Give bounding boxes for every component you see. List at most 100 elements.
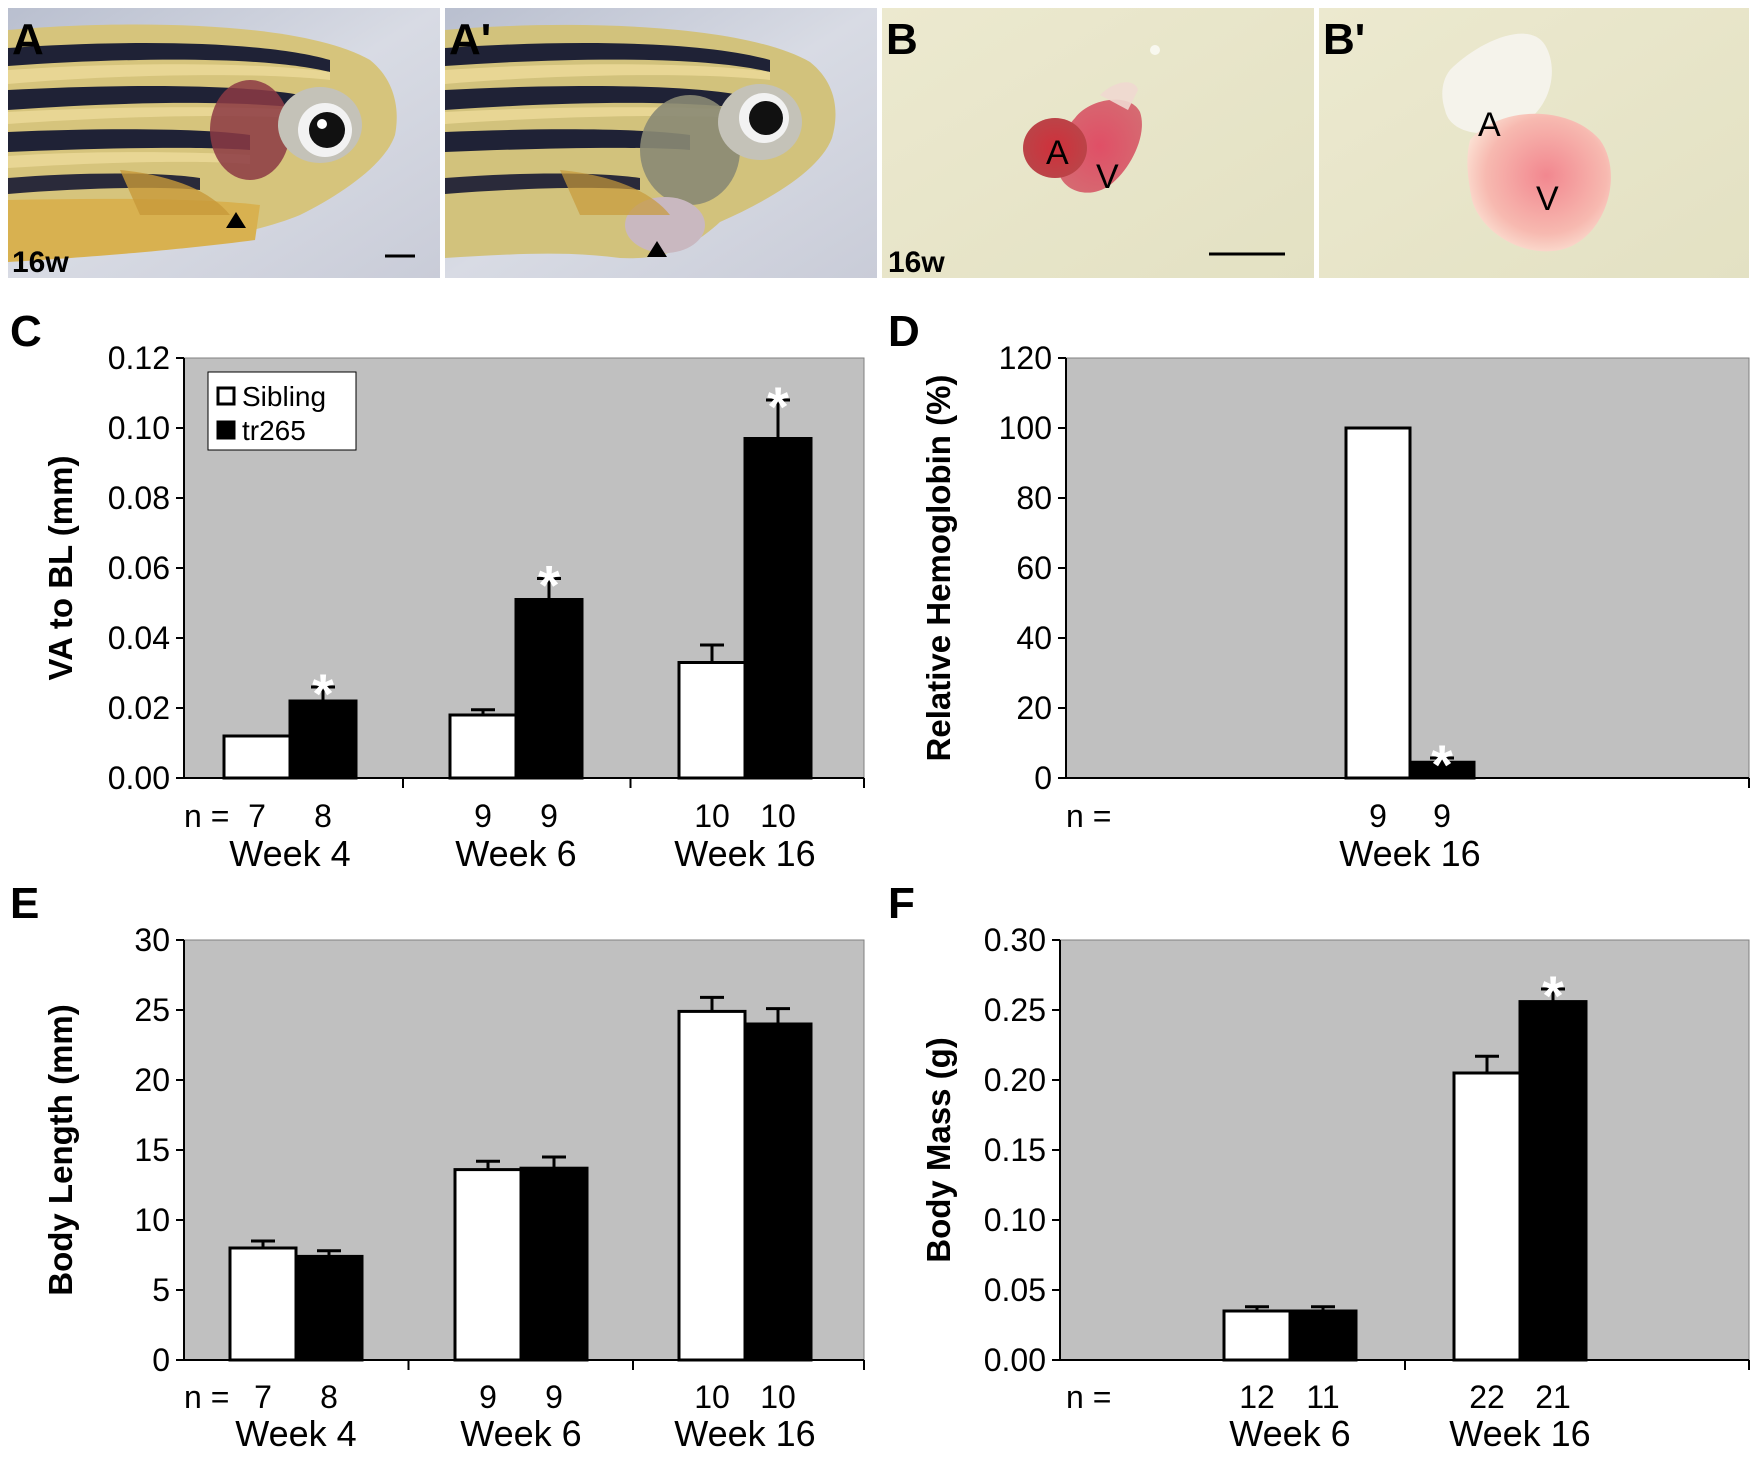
n-value-label: 9 [540, 798, 558, 834]
y-tick-label: 0.12 [108, 340, 170, 376]
n-value-label: 8 [320, 1379, 338, 1415]
x-category-label: Week 4 [229, 833, 350, 874]
panel-label-d: D [888, 307, 920, 356]
y-axis-label: Body Mass (g) [920, 1037, 957, 1263]
panel-label-e: E [10, 879, 39, 928]
fish-image-a-prime [445, 24, 836, 259]
bar-tr265 [1288, 1309, 1358, 1362]
panel-label-b-prime: B' [1323, 15, 1365, 64]
y-tick-label: 0.00 [108, 760, 170, 796]
bar-sibling [1452, 1071, 1522, 1362]
y-tick-label: 100 [999, 410, 1052, 446]
y-tick-label: 0.04 [108, 620, 170, 656]
legend-entry-label: tr265 [242, 415, 306, 446]
n-value-label: 12 [1239, 1379, 1275, 1415]
n-value-label: 9 [1433, 798, 1451, 834]
bar-tr265 [743, 1022, 813, 1362]
bar-sibling [1344, 426, 1412, 780]
x-category-label: Week 6 [460, 1413, 581, 1453]
n-prefix-label: n = [184, 798, 229, 834]
y-tick-label: 0.25 [984, 992, 1046, 1028]
y-tick-label: 10 [134, 1202, 170, 1238]
y-tick-label: 0.06 [108, 550, 170, 586]
x-category-label: Week 4 [235, 1413, 356, 1453]
y-tick-label: 0.10 [108, 410, 170, 446]
bar-tr265 [294, 1254, 364, 1362]
y-tick-label: 20 [134, 1062, 170, 1098]
y-tick-label: 0.02 [108, 690, 170, 726]
n-prefix-label: n = [184, 1379, 229, 1415]
x-category-label: Week 16 [674, 833, 815, 874]
bar-sibling [222, 734, 292, 780]
bar-tr265 [514, 598, 584, 780]
n-value-label: 9 [545, 1379, 563, 1415]
significance-star: * [538, 554, 560, 617]
chart-panel-c: C 0.00 0.02 0.04 0.06 0.08 0.10 0.12 VA to BL (m… [10, 307, 865, 874]
n-value-label: 10 [760, 1379, 796, 1415]
n-value-label: 8 [314, 798, 332, 834]
n-value-label: 10 [760, 798, 796, 834]
ventricle-label-b: V [1096, 158, 1119, 196]
x-category-label: Week 16 [674, 1413, 815, 1453]
arrowhead-marker-a-prime [647, 241, 667, 257]
n-prefix-label: n = [1066, 798, 1111, 834]
y-tick-label: 0 [152, 1342, 170, 1378]
bar-sibling [448, 713, 518, 780]
legend-swatch-sibling [216, 386, 236, 406]
bar-sibling [453, 1168, 523, 1362]
photo-panel-a-prime [445, 8, 877, 278]
x-category-label: Week 6 [455, 833, 576, 874]
y-tick-label: 15 [134, 1132, 170, 1168]
y-tick-label: 40 [1016, 620, 1052, 656]
n-value-label: 10 [694, 798, 730, 834]
n-value-label: 7 [248, 798, 266, 834]
bar-sibling [228, 1246, 298, 1362]
n-value-label: 11 [1306, 1379, 1339, 1415]
panel-label-b: B [886, 15, 918, 64]
photo-panel-b: A V [882, 8, 1314, 278]
week-label-a: 16w [12, 246, 69, 279]
significance-star: * [1542, 964, 1564, 1027]
ventricle-label-b-prime: V [1536, 180, 1559, 218]
fish-image-a [8, 24, 397, 262]
n-value-label: 21 [1535, 1379, 1571, 1415]
bar-sibling [677, 661, 747, 780]
y-tick-label: 25 [134, 992, 170, 1028]
n-prefix-label: n = [1066, 1379, 1111, 1415]
arrowhead-marker-a [226, 212, 246, 228]
x-category-label: Week 16 [1449, 1413, 1590, 1453]
panel-label-a-prime: A' [449, 15, 491, 64]
y-tick-label: 0.05 [984, 1272, 1046, 1308]
y-tick-label: 5 [152, 1272, 170, 1308]
x-category-label: Week 6 [1229, 1413, 1350, 1453]
y-tick-label: 0 [1034, 760, 1052, 796]
plot-area [1059, 939, 1750, 1361]
bar-tr265 [288, 699, 358, 780]
x-category-label: Week 16 [1339, 833, 1480, 874]
week-label-b: 16w [888, 246, 945, 279]
y-tick-label: 0.10 [984, 1202, 1046, 1238]
photo-panel-b-prime: A V [1319, 8, 1749, 278]
y-axis-label: Body Length (mm) [42, 1004, 79, 1295]
y-tick-label: 60 [1016, 550, 1052, 586]
n-value-label: 9 [1369, 798, 1387, 834]
bar-tr265 [1518, 1000, 1588, 1362]
y-tick-label: 20 [1016, 690, 1052, 726]
y-tick-label: 0.00 [984, 1342, 1046, 1378]
panel-label-c: C [10, 307, 42, 356]
n-value-label: 9 [474, 798, 492, 834]
chart-panel-d: D 0 20 40 60 80 100 120 Relative Hemoglobin (%) n… [888, 307, 1750, 874]
y-tick-label: 0.20 [984, 1062, 1046, 1098]
heart-image-b [1023, 45, 1160, 193]
bar-tr265 [743, 437, 813, 780]
bar-sibling [677, 1009, 747, 1362]
bar-tr265 [519, 1166, 589, 1362]
heart-image-b-prime [1442, 33, 1611, 252]
y-tick-label: 30 [134, 922, 170, 958]
y-tick-label: 0.30 [984, 922, 1046, 958]
n-value-label: 7 [254, 1379, 272, 1415]
atrium-label-b: A [1046, 134, 1069, 172]
